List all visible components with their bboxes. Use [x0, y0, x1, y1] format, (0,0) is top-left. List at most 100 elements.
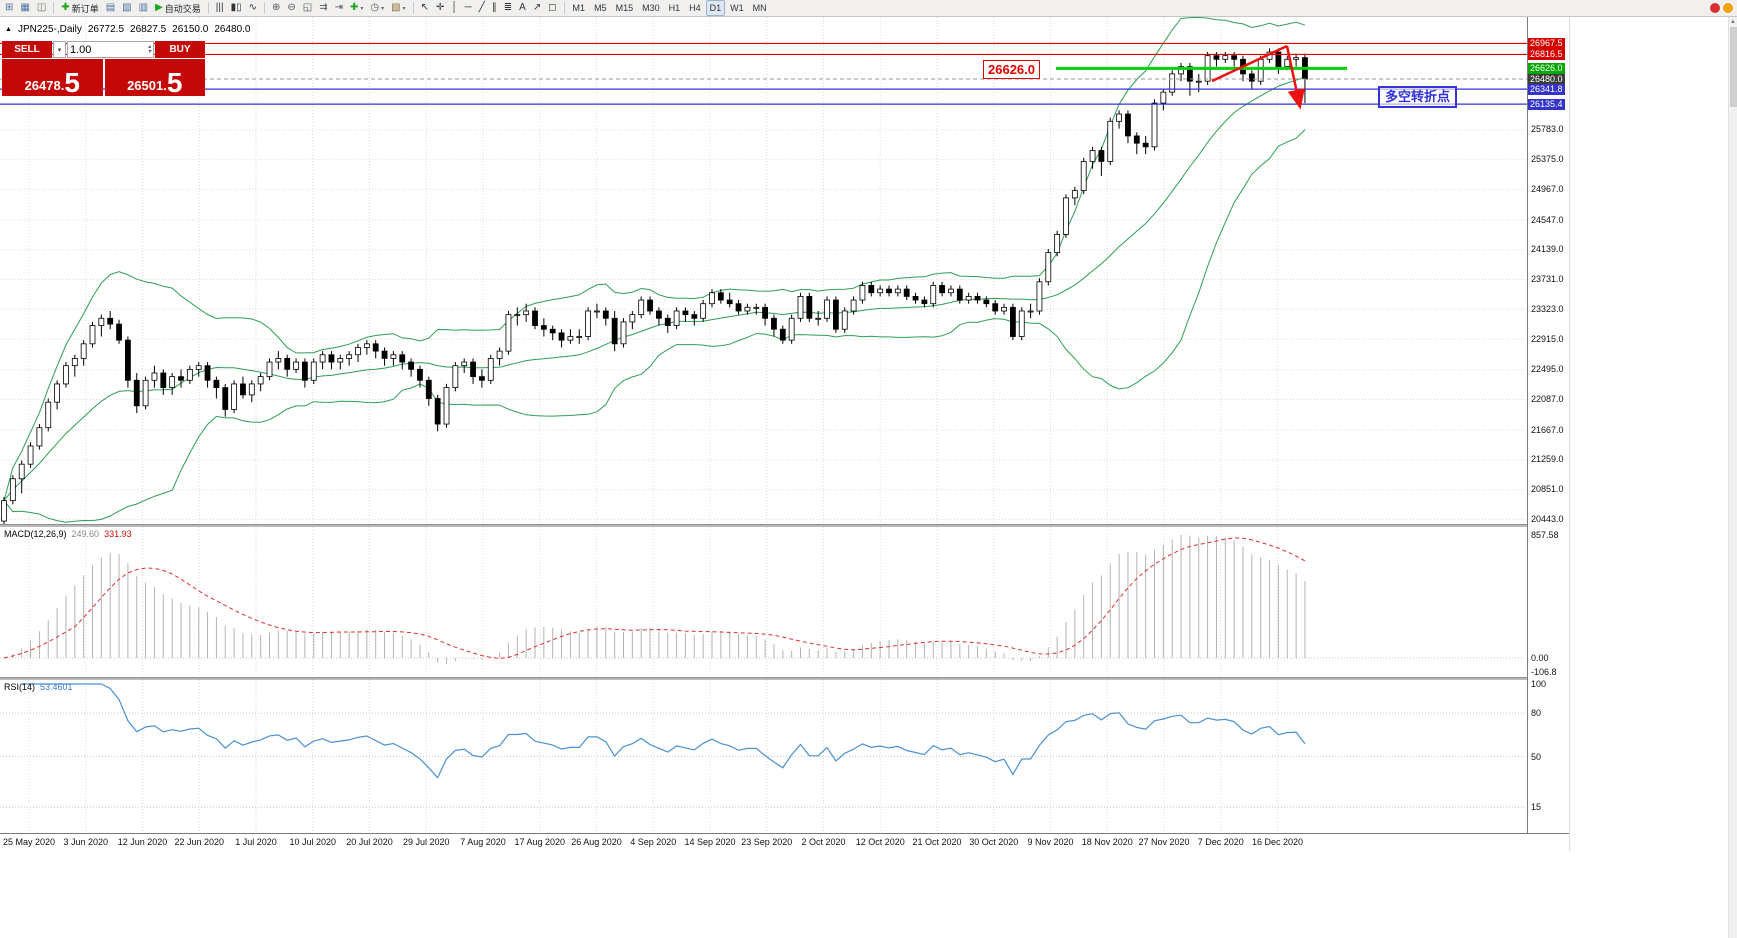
macd-panel[interactable] — [0, 527, 1527, 677]
candle[interactable] — [417, 368, 423, 381]
candle[interactable] — [1027, 310, 1034, 313]
candle[interactable] — [815, 317, 822, 320]
volume-input[interactable]: 1.00 ▴ ▾ — [67, 41, 154, 58]
market-watch-icon[interactable]: ▤ — [103, 0, 118, 16]
candle[interactable] — [231, 383, 238, 410]
candle[interactable] — [1063, 197, 1069, 235]
candle[interactable] — [779, 328, 786, 341]
candle[interactable] — [806, 295, 813, 319]
candle[interactable] — [992, 303, 999, 312]
candle[interactable] — [1293, 57, 1299, 60]
candle[interactable] — [346, 354, 353, 359]
candle[interactable] — [620, 321, 627, 345]
candle[interactable] — [98, 317, 105, 326]
candle[interactable] — [355, 347, 361, 356]
candle[interactable] — [1195, 80, 1202, 83]
channel-icon[interactable]: ∥ — [489, 0, 500, 16]
candle[interactable] — [151, 372, 158, 381]
zoom-out-icon[interactable]: ⊖ — [284, 0, 298, 16]
candle[interactable] — [771, 317, 777, 330]
candle[interactable] — [142, 379, 149, 407]
candle[interactable] — [912, 295, 919, 301]
candle[interactable] — [310, 361, 317, 381]
candle[interactable] — [762, 306, 768, 319]
candle[interactable] — [372, 343, 379, 352]
candle[interactable] — [691, 314, 698, 319]
candle[interactable] — [956, 288, 963, 301]
sell-button[interactable]: SELL — [2, 41, 52, 58]
candle[interactable] — [744, 306, 751, 312]
candle[interactable] — [36, 427, 43, 447]
candle[interactable] — [301, 361, 308, 381]
candle[interactable] — [532, 310, 538, 326]
candle[interactable] — [877, 288, 884, 294]
scroll-up-icon[interactable]: ▲ — [1730, 19, 1736, 25]
candle[interactable] — [540, 325, 547, 330]
candle[interactable] — [425, 379, 432, 399]
candle[interactable] — [293, 361, 299, 370]
volume-decrease-icon[interactable]: ▾ — [147, 48, 151, 55]
candle[interactable] — [1231, 55, 1238, 60]
candle[interactable] — [9, 478, 16, 502]
timeframe-m30-button[interactable]: M30 — [642, 3, 660, 13]
candle[interactable] — [107, 317, 114, 325]
candle[interactable] — [735, 303, 742, 312]
buy-button[interactable]: BUY — [155, 41, 205, 58]
candle[interactable] — [408, 361, 415, 370]
main-chart[interactable] — [0, 17, 1527, 524]
alert-status-icon[interactable] — [1710, 3, 1720, 13]
candle[interactable] — [868, 285, 875, 294]
candle[interactable] — [1036, 281, 1043, 312]
candle[interactable] — [1151, 102, 1158, 148]
candle[interactable] — [567, 336, 574, 341]
candle[interactable] — [753, 306, 760, 309]
text-icon[interactable]: A — [516, 0, 529, 16]
timeframe-m5-button[interactable]: M5 — [594, 3, 607, 13]
trend-arrow-up-segment[interactable] — [1211, 44, 1288, 83]
candle[interactable] — [894, 288, 901, 294]
candle[interactable] — [1187, 66, 1193, 82]
candle[interactable] — [240, 383, 246, 396]
sell-price-button[interactable]: 26478. 5 — [2, 59, 103, 96]
candle[interactable] — [328, 354, 335, 363]
candle[interactable] — [965, 295, 972, 301]
navigator-icon[interactable]: ▧ — [119, 0, 134, 16]
candle[interactable] — [700, 303, 707, 319]
candle[interactable] — [585, 310, 591, 337]
candle[interactable] — [797, 295, 804, 319]
candle[interactable] — [921, 299, 928, 305]
candle[interactable] — [1160, 91, 1167, 104]
candle[interactable] — [709, 292, 715, 305]
shapes-icon[interactable]: ◻ — [545, 0, 559, 16]
candle[interactable] — [930, 285, 937, 305]
new-chart-icon[interactable]: ⊞ — [2, 0, 16, 16]
candle[interactable] — [602, 310, 609, 319]
candle[interactable] — [45, 401, 52, 429]
open-file-icon[interactable]: ◫ — [34, 0, 49, 16]
timeframe-mn-button[interactable]: MN — [752, 3, 767, 13]
candle[interactable] — [1116, 113, 1122, 122]
candle[interactable] — [186, 368, 193, 381]
candle[interactable] — [461, 361, 468, 367]
candle[interactable] — [204, 365, 211, 381]
candle[interactable] — [939, 285, 945, 294]
candle[interactable] — [1054, 233, 1061, 254]
candle[interactable] — [363, 343, 370, 348]
candle[interactable] — [160, 372, 167, 388]
candle[interactable] — [1133, 135, 1140, 144]
rsi-panel[interactable] — [0, 680, 1527, 833]
bar-chart-icon[interactable]: ||| — [213, 0, 227, 16]
timeframe-m15-button[interactable]: M15 — [615, 3, 634, 13]
volume-increase-icon[interactable]: ▴ — [147, 43, 151, 50]
candle[interactable] — [664, 317, 671, 326]
timeframe-h4-button[interactable]: H4 — [689, 3, 701, 13]
candle[interactable] — [824, 299, 830, 319]
panel-separator[interactable] — [0, 524, 1569, 527]
scrollbar-thumb[interactable] — [1730, 27, 1737, 107]
candle[interactable] — [390, 354, 397, 359]
candle[interactable] — [1080, 161, 1087, 192]
candle[interactable] — [337, 358, 344, 363]
candle[interactable] — [514, 314, 521, 317]
candle[interactable] — [71, 358, 78, 367]
candle[interactable] — [788, 317, 795, 341]
